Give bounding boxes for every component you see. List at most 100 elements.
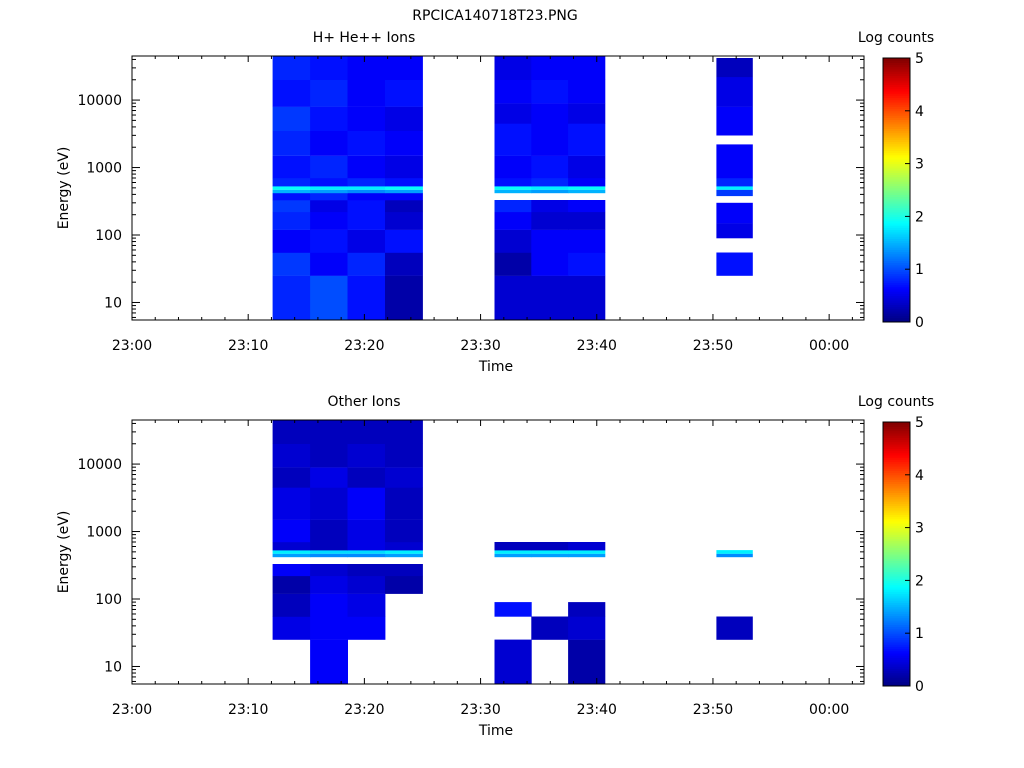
heatmap-cell bbox=[272, 229, 311, 253]
colorbar-segment bbox=[883, 121, 910, 125]
colorbar-segment bbox=[883, 448, 910, 452]
colorbar-segment bbox=[883, 192, 910, 195]
y-tick-label: 10000 bbox=[77, 457, 122, 473]
colorbar-segment bbox=[883, 668, 910, 672]
heatmap-cell bbox=[347, 193, 386, 201]
colorbar-segment bbox=[883, 646, 910, 650]
colorbar-segment bbox=[883, 679, 910, 683]
colorbar-segment bbox=[883, 626, 910, 630]
heatmap-cell bbox=[385, 519, 423, 543]
colorbar-tick-label: 5 bbox=[915, 415, 924, 431]
colorbar-segment bbox=[883, 135, 910, 138]
x-tick-label: 23:30 bbox=[460, 702, 500, 718]
colorbar-segment bbox=[883, 60, 910, 63]
colorbar-segment bbox=[883, 58, 910, 61]
colorbar-segment bbox=[883, 174, 910, 178]
x-tick-label: 23:10 bbox=[228, 702, 268, 718]
colorbar-segment bbox=[883, 477, 910, 480]
colorbar-segment bbox=[883, 139, 910, 143]
colorbar-segment bbox=[883, 681, 910, 685]
heatmap-cell bbox=[272, 443, 311, 468]
colorbar-segment bbox=[883, 293, 910, 297]
colorbar-segment bbox=[883, 185, 910, 189]
heatmap-cell bbox=[272, 155, 311, 179]
heatmap-cell bbox=[716, 106, 753, 136]
colorbar-segment bbox=[883, 148, 910, 151]
colorbar-label: Log counts bbox=[858, 30, 934, 46]
colorbar-segment bbox=[883, 532, 910, 535]
heatmap-cell bbox=[531, 79, 569, 104]
colorbar-segment bbox=[883, 253, 910, 257]
heatmap-cell bbox=[716, 178, 753, 187]
colorbar-segment bbox=[883, 611, 910, 614]
colorbar-segment bbox=[883, 315, 910, 319]
colorbar-segment bbox=[883, 132, 910, 136]
heatmap-cell bbox=[494, 639, 532, 685]
colorbar-segment bbox=[883, 84, 910, 88]
colorbar-segment bbox=[883, 598, 910, 601]
heatmap-cell bbox=[272, 564, 311, 577]
colorbar-segment bbox=[883, 170, 910, 173]
colorbar-segment bbox=[883, 459, 910, 463]
x-tick-label: 23:20 bbox=[344, 338, 384, 354]
colorbar-segment bbox=[883, 578, 910, 581]
x-tick-label: 00:00 bbox=[809, 702, 849, 718]
heatmap-cell bbox=[531, 275, 569, 321]
colorbar-segment bbox=[883, 216, 910, 220]
heatmap-cell bbox=[272, 178, 311, 187]
colorbar-segment bbox=[883, 534, 910, 537]
heatmap-cell bbox=[272, 200, 311, 213]
heatmap-cell bbox=[494, 553, 532, 558]
heatmap-cell bbox=[385, 575, 423, 594]
x-tick-label: 23:50 bbox=[693, 702, 733, 718]
colorbar-segment bbox=[883, 496, 910, 500]
colorbar-segment bbox=[883, 106, 910, 110]
colorbar-tick-label: 2 bbox=[915, 209, 924, 225]
colorbar-segment bbox=[883, 291, 910, 294]
y-tick-label: 1000 bbox=[86, 161, 122, 177]
heatmap-cell bbox=[272, 467, 311, 488]
heatmap-cell bbox=[310, 186, 348, 190]
heatmap-cell bbox=[385, 155, 423, 179]
colorbar-segment bbox=[883, 223, 910, 226]
colorbar-segment bbox=[883, 490, 910, 493]
heatmap-cell bbox=[716, 186, 753, 190]
heatmap-cell bbox=[568, 211, 606, 230]
heatmap-cell bbox=[568, 275, 606, 321]
colorbar-segment bbox=[883, 75, 910, 79]
heatmap-cell bbox=[347, 189, 386, 194]
colorbar-segment bbox=[883, 207, 910, 211]
heatmap-cell bbox=[272, 553, 311, 558]
colorbar-segment bbox=[883, 245, 910, 248]
colorbar-segment bbox=[883, 165, 910, 169]
colorbar-segment bbox=[883, 437, 910, 441]
colorbar-segment bbox=[883, 220, 910, 224]
colorbar-tick-label: 0 bbox=[915, 679, 924, 695]
heatmap-cell bbox=[494, 103, 532, 124]
colorbar-segment bbox=[883, 444, 910, 447]
colorbar-segment bbox=[883, 284, 910, 288]
colorbar-frame bbox=[882, 421, 911, 687]
colorbar-segment bbox=[883, 540, 910, 544]
heatmap-cell bbox=[385, 189, 423, 194]
colorbar-segment bbox=[883, 172, 910, 176]
colorbar-segment bbox=[883, 558, 910, 562]
colorbar-segment bbox=[883, 62, 910, 66]
colorbar-segment bbox=[883, 225, 910, 228]
colorbar-segment bbox=[883, 501, 910, 504]
heatmap-cell bbox=[310, 420, 348, 444]
heatmap-cell bbox=[385, 487, 423, 520]
x-tick-label: 23:10 bbox=[228, 338, 268, 354]
heatmap-cell bbox=[272, 106, 311, 131]
colorbar-segment bbox=[883, 181, 910, 184]
heatmap-cell bbox=[385, 130, 423, 156]
heatmap-cell bbox=[347, 186, 386, 190]
colorbar-segment bbox=[883, 505, 910, 509]
colorbar-segment bbox=[883, 433, 910, 436]
heatmap-cell bbox=[568, 155, 606, 179]
heatmap-cell bbox=[385, 553, 423, 558]
colorbar-segment bbox=[883, 587, 910, 590]
heatmap-cell bbox=[347, 229, 386, 253]
heatmap-cell bbox=[347, 616, 386, 640]
colorbar-frame bbox=[882, 57, 911, 323]
